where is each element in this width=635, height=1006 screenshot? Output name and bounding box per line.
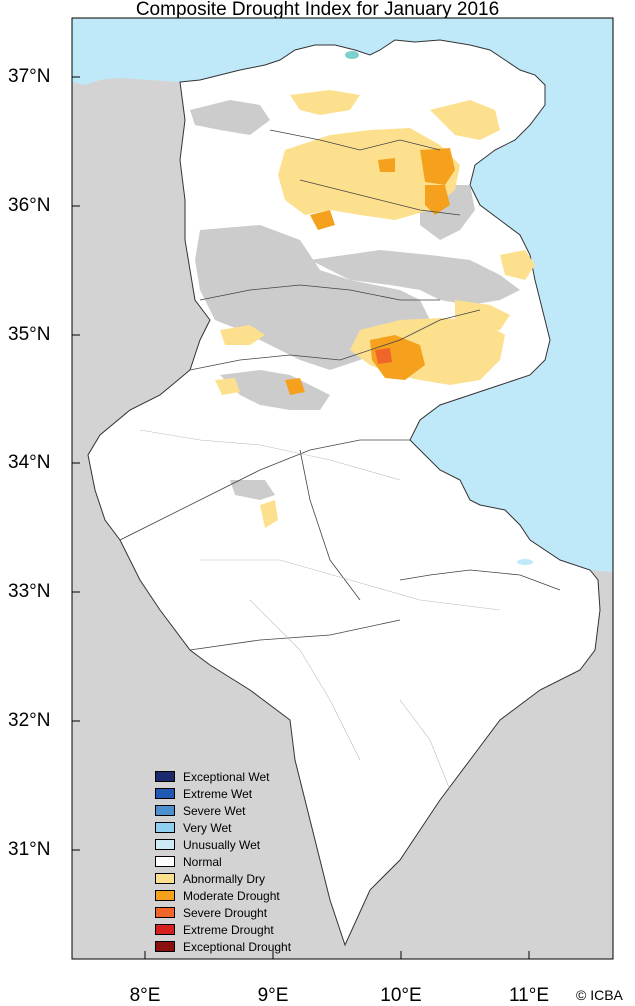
map-title: Composite Drought Index for January 2016: [135, 0, 500, 20]
legend-item: Exceptional Wet: [155, 768, 325, 785]
legend-item: Unusually Wet: [155, 836, 325, 853]
legend-label: Severe Drought: [183, 905, 268, 920]
legend-label: Extreme Drought: [183, 922, 274, 937]
legend-label: Severe Wet: [183, 803, 246, 818]
legend-swatch: [155, 924, 175, 935]
legend-item: Severe Drought: [155, 904, 325, 921]
legend-label: Abnormally Dry: [183, 871, 266, 886]
lat-label: 33°N: [8, 581, 51, 602]
lon-label: 8°E: [129, 985, 161, 1006]
plot-border: [71, 17, 614, 960]
lat-ticks: [72, 76, 80, 851]
legend-swatch: [155, 771, 175, 782]
legend-item: Moderate Drought: [155, 887, 325, 904]
lat-label: 37°N: [8, 66, 51, 87]
legend-item: Exceptional Drought: [155, 938, 325, 955]
legend-label: Moderate Drought: [183, 888, 280, 903]
lon-ticks: [144, 951, 530, 959]
lon-label: 9°E: [257, 985, 289, 1006]
legend-label: Exceptional Wet: [183, 769, 270, 784]
legend-item: Severe Wet: [155, 802, 325, 819]
legend-item: Very Wet: [155, 819, 325, 836]
lake: [345, 51, 359, 59]
legend-label: Extreme Wet: [183, 786, 253, 801]
lat-label: 36°N: [8, 195, 51, 216]
legend-swatch: [155, 941, 175, 952]
legend-item: Abnormally Dry: [155, 870, 325, 887]
severe-drought-areas: [375, 348, 392, 364]
legend-swatch: [155, 788, 175, 799]
legend-item: Extreme Drought: [155, 921, 325, 938]
lake: [517, 559, 533, 565]
legend-label: Normal: [183, 854, 222, 869]
legend-swatch: [155, 805, 175, 816]
legend-item: Extreme Wet: [155, 785, 325, 802]
lon-label: 10°E: [380, 985, 422, 1006]
legend-swatch: [155, 856, 175, 867]
legend-swatch: [155, 890, 175, 901]
admin-boundaries: [119, 129, 561, 651]
legend: Exceptional Wet Extreme Wet Severe Wet V…: [155, 768, 325, 955]
credit-text: © ICBA: [576, 987, 623, 1003]
legend-label: Exceptional Drought: [183, 939, 292, 954]
lat-label: 31°N: [8, 839, 51, 860]
legend-swatch: [155, 873, 175, 884]
moderate-drought-areas: [285, 148, 455, 395]
legend-label: Unusually Wet: [183, 837, 261, 852]
legend-swatch: [155, 907, 175, 918]
lat-label: 35°N: [8, 324, 51, 345]
legend-swatch: [155, 822, 175, 833]
sea: [72, 18, 613, 572]
lat-label: 32°N: [8, 710, 51, 731]
lon-label: 11°E: [509, 985, 549, 1006]
minor-lines: [139, 429, 501, 791]
legend-swatch: [155, 839, 175, 850]
legend-label: Very Wet: [183, 820, 232, 835]
legend-item: Normal: [155, 853, 325, 870]
lat-label: 34°N: [8, 452, 51, 473]
